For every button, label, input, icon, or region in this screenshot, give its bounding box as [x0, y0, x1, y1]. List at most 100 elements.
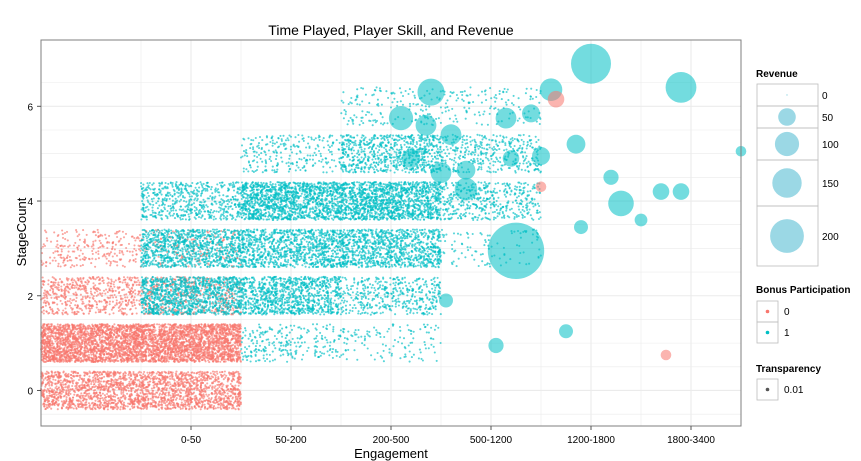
data-point	[223, 373, 226, 376]
data-point	[66, 403, 69, 406]
data-point	[64, 307, 67, 310]
data-point	[105, 400, 109, 403]
data-point	[55, 393, 58, 397]
data-point	[122, 307, 125, 310]
jitter-points	[39, 86, 543, 411]
data-point	[83, 391, 86, 395]
data-point	[54, 382, 57, 386]
data-point	[201, 395, 204, 398]
data-point	[131, 276, 134, 279]
data-point	[56, 311, 59, 314]
data-point	[74, 241, 77, 244]
data-point	[81, 351, 84, 354]
data-point	[106, 240, 109, 243]
data-point	[169, 383, 172, 386]
data-point	[211, 381, 214, 384]
data-point	[95, 351, 98, 354]
data-point	[91, 343, 94, 346]
data-point	[59, 350, 62, 353]
data-point	[72, 244, 76, 247]
data-point	[81, 300, 84, 303]
data-point	[94, 399, 97, 402]
data-point	[176, 405, 179, 408]
data-point	[95, 306, 98, 309]
data-point	[64, 264, 67, 267]
data-point	[222, 390, 225, 393]
data-point	[67, 277, 70, 280]
data-point	[105, 372, 108, 375]
data-point	[119, 400, 122, 403]
data-point	[45, 352, 48, 356]
data-point	[199, 370, 202, 373]
data-point	[151, 373, 154, 376]
data-point	[102, 305, 105, 308]
data-point	[81, 381, 84, 384]
data-point	[65, 311, 68, 314]
data-point	[129, 403, 132, 406]
data-point	[174, 398, 178, 401]
data-point	[168, 391, 171, 394]
data-point	[111, 287, 114, 290]
data-point	[104, 305, 108, 308]
data-point	[222, 378, 225, 381]
data-point	[168, 400, 171, 404]
data-point	[74, 387, 77, 390]
data-point	[110, 280, 113, 283]
data-point	[102, 341, 106, 344]
data-point	[108, 352, 111, 356]
data-point	[56, 380, 60, 383]
data-point	[134, 398, 137, 401]
data-point	[152, 393, 155, 396]
data-point	[60, 288, 63, 291]
data-point	[97, 331, 100, 334]
data-point	[52, 354, 56, 357]
data-point	[135, 337, 138, 340]
data-point	[59, 253, 62, 256]
data-point	[233, 392, 236, 395]
data-point	[133, 247, 136, 250]
data-point	[77, 244, 80, 247]
data-point	[128, 395, 131, 398]
data-point	[205, 393, 208, 396]
data-point	[119, 294, 122, 297]
data-point	[120, 310, 123, 313]
data-point	[92, 277, 95, 280]
data-point	[62, 353, 65, 356]
data-point	[220, 382, 224, 385]
data-point	[73, 284, 76, 287]
data-point	[126, 337, 129, 340]
data-point	[214, 402, 217, 405]
data-point	[113, 334, 116, 337]
data-point	[48, 382, 51, 385]
data-point	[112, 260, 115, 263]
data-point	[147, 384, 150, 388]
data-point	[96, 378, 99, 381]
data-point	[104, 350, 108, 353]
data-point	[238, 403, 241, 406]
data-point	[93, 326, 96, 329]
data-point	[178, 398, 181, 401]
data-point	[119, 244, 122, 247]
data-point	[158, 380, 161, 384]
data-point	[64, 401, 67, 404]
data-point	[61, 343, 64, 347]
data-point	[52, 352, 55, 355]
data-point	[127, 373, 130, 376]
data-point	[88, 340, 91, 343]
data-point	[207, 397, 211, 400]
data-point	[156, 377, 159, 380]
data-point	[50, 325, 53, 328]
data-point	[112, 392, 116, 395]
data-point	[115, 303, 118, 306]
data-point	[84, 381, 87, 384]
data-point	[56, 283, 59, 286]
data-point	[84, 280, 87, 284]
data-point	[108, 303, 111, 306]
data-point	[92, 247, 95, 250]
data-point	[109, 360, 112, 363]
data-point	[194, 376, 197, 379]
data-point	[122, 337, 125, 340]
data-point	[135, 383, 138, 386]
data-point	[70, 301, 73, 305]
data-point	[87, 338, 90, 341]
